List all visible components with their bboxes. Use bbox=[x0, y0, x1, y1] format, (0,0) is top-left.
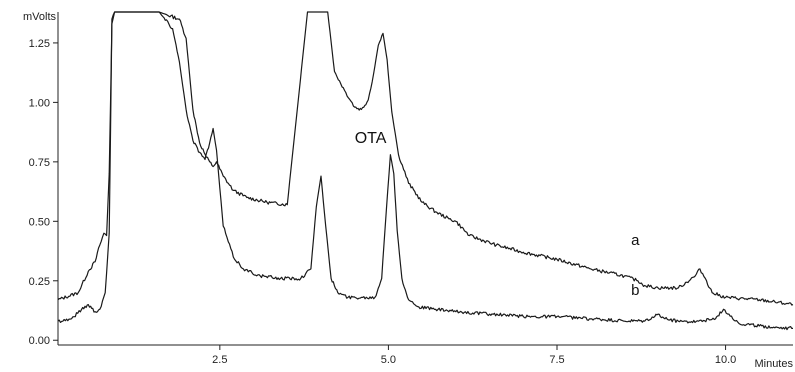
trace-b bbox=[57, 11, 793, 331]
x-tick-label: 5.0 bbox=[381, 354, 396, 366]
y-axis-unit-label: mVolts bbox=[23, 11, 57, 23]
x-tick-label: 10.0 bbox=[715, 354, 736, 366]
y-tick-label: 0.25 bbox=[29, 276, 50, 288]
traces bbox=[57, 11, 794, 331]
x-tick-label: 7.5 bbox=[549, 354, 564, 366]
annotations: OTA a b bbox=[355, 130, 640, 299]
annotation-a: a bbox=[631, 232, 640, 249]
y-axis-ticks: 0.00 0.25 0.50 0.75 1.00 1.25 bbox=[29, 38, 58, 347]
y-tick-label: 1.25 bbox=[29, 38, 50, 50]
trace-a bbox=[57, 11, 794, 306]
y-tick-label: 0.00 bbox=[29, 335, 50, 347]
annotation-b: b bbox=[631, 282, 639, 299]
y-tick-label: 0.50 bbox=[29, 216, 50, 228]
x-tick-label: 2.5 bbox=[212, 354, 227, 366]
axes: 0.00 0.25 0.50 0.75 1.00 1.25 2.5 5.0 7.5 10.0 bbox=[29, 12, 793, 366]
annotation-ota: OTA bbox=[355, 130, 387, 147]
y-tick-label: 1.00 bbox=[29, 97, 50, 109]
y-tick-label: 0.75 bbox=[29, 157, 50, 169]
x-axis-ticks: 2.5 5.0 7.5 10.0 bbox=[212, 345, 736, 366]
x-axis-unit-label: Minutes bbox=[754, 358, 793, 370]
